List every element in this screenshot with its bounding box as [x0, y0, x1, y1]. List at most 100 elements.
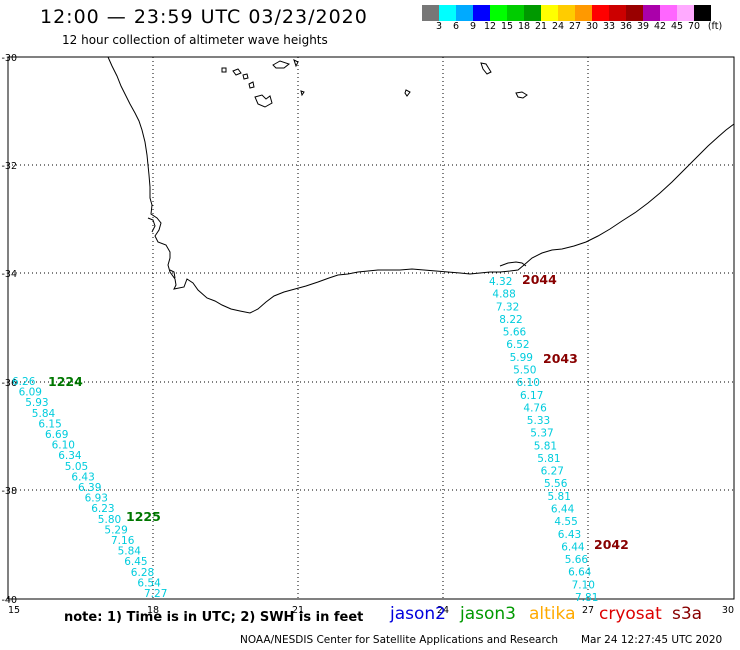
colorbar-swatch [660, 5, 677, 21]
x-tick-label: 15 [8, 605, 20, 616]
map-subtitle: 12 hour collection of altimeter wave hei… [62, 33, 328, 47]
wave-height-reading: 4.55 [554, 516, 577, 528]
wave-height-reading: 5.93 [25, 397, 48, 409]
pass-time-label: 2044 [522, 272, 557, 287]
colorbar-label: 33 [602, 21, 616, 32]
wave-height-reading: 7.32 [496, 301, 519, 313]
wave-height-reading: 5.33 [527, 415, 550, 427]
pass-time-label: 1225 [126, 509, 161, 524]
wave-height-reading: 4.88 [492, 289, 515, 301]
colorbar-swatch [575, 5, 592, 21]
wave-height-reading: 6.23 [91, 503, 114, 515]
wave-height-reading: 6.17 [520, 390, 543, 402]
wave-height-reading: 7.81 [575, 592, 598, 604]
colorbar-swatch [592, 5, 609, 21]
pass-time-label: 1224 [48, 374, 83, 389]
credit-line: NOAA/NESDIS Center for Satellite Applica… [240, 634, 558, 646]
colorbar-labels: 3 6 9 12 15 18 21 24 27 30 33 36 39 42 45 70 (ft) [422, 21, 740, 33]
y-tick-label: -40 [1, 595, 17, 606]
coastline-cape-peninsula [147, 217, 176, 279]
pass-time-labels: 1224 1225 2044 2043 2042 [48, 272, 629, 552]
colorbar-label: 12 [483, 21, 497, 32]
gridlines [8, 57, 734, 599]
colorbar-label: 70 [687, 21, 701, 32]
wave-height-reading: 6.54 [137, 577, 161, 589]
wave-height-reading: 6.28 [131, 567, 154, 579]
colorbar-swatch [473, 5, 490, 21]
colorbar-swatch [490, 5, 507, 21]
wave-height-reading: 6.52 [506, 339, 529, 351]
wave-height-reading: 6.09 [19, 387, 42, 399]
coastline-south-africa [107, 56, 735, 314]
colorbar-swatch [643, 5, 660, 21]
wave-height-reading: 5.81 [537, 453, 560, 465]
colorbar-swatch [558, 5, 575, 21]
wave-height-reading: 6.45 [124, 556, 147, 568]
colorbar-swatch [541, 5, 558, 21]
wave-height-reading: 5.81 [548, 491, 571, 503]
colorbar-swatch [422, 5, 439, 21]
wave-height-reading: 6.69 [45, 429, 68, 441]
colorbar-label: (ft) [707, 21, 723, 32]
colorbar-swatch [677, 5, 694, 21]
pass-time-label: 2043 [543, 351, 578, 366]
colorbar-label: 27 [568, 21, 582, 32]
wave-height-reading: 8.22 [499, 314, 522, 326]
colorbar-label: 36 [619, 21, 633, 32]
wave-height-reading: 6.44 [551, 504, 575, 516]
colorbar-label: 15 [500, 21, 514, 32]
legend-cryosat: cryosat [599, 604, 662, 624]
wave-height-reading: 6.15 [38, 418, 61, 430]
map-frame [7, 56, 735, 600]
x-tick-label: 27 [582, 605, 594, 616]
wave-height-reading: 6.26 [12, 376, 36, 388]
y-tick-label: -38 [1, 486, 17, 497]
wave-height-reading: 6.27 [541, 466, 564, 478]
x-tick-label: 30 [722, 605, 734, 616]
wave-height-reading: 7.16 [111, 535, 135, 547]
colorbar-label: 42 [653, 21, 667, 32]
colorbar-swatch [507, 5, 524, 21]
wave-height-reading: 7.10 [572, 579, 595, 591]
wave-height-reading: 6.34 [58, 450, 82, 462]
wave-height-reading: 6.43 [558, 529, 581, 541]
wave-height-reading: 5.84 [118, 546, 142, 558]
map-title: 12:00 — 23:59 UTC 03/23/2020 [40, 6, 368, 28]
colorbar-swatch [626, 5, 643, 21]
wave-height-reading: 5.80 [98, 514, 121, 526]
wave-height-readings: 6.266.095.935.846.156.696.106.345.056.43… [12, 276, 598, 604]
generated-timestamp: Mar 24 12:27:45 UTC 2020 [581, 634, 723, 646]
x-tick-label: 24 [437, 605, 449, 616]
wave-height-reading: 6.10 [517, 377, 540, 389]
wave-height-reading: 5.66 [565, 554, 589, 566]
coastline-port-elizabeth [499, 261, 527, 267]
wave-height-reading: 5.84 [32, 408, 56, 420]
wave-height-reading: 4.32 [489, 276, 512, 288]
wave-height-reading: 6.64 [568, 567, 592, 579]
axis-ticks: 15 18 21 24 27 30 -30 -32 -34 -36 -38 -40 [1, 53, 734, 616]
colorbar-swatch [694, 5, 711, 21]
legend-jason2: jason2 [390, 604, 446, 624]
wave-height-reading: 6.43 [71, 471, 94, 483]
y-tick-label: -36 [1, 378, 17, 389]
colorbar-swatch [456, 5, 473, 21]
y-tick-label: -30 [1, 53, 17, 64]
legend-s3a: s3a [672, 604, 703, 624]
wave-height-reading: 5.05 [65, 461, 88, 473]
wave-height-reading: 5.37 [530, 428, 553, 440]
colorbar-label: 21 [534, 21, 548, 32]
pass-time-label: 2042 [594, 537, 629, 552]
colorbar-swatch [524, 5, 541, 21]
wave-height-reading: 6.44 [561, 541, 585, 553]
colorbar-label: 30 [585, 21, 599, 32]
colorbar-label: 45 [670, 21, 684, 32]
wave-height-reading: 5.81 [534, 440, 557, 452]
x-tick-label: 21 [292, 605, 304, 616]
wave-height-reading: 6.39 [78, 482, 101, 494]
colorbar-swatch [439, 5, 456, 21]
wave-height-reading: 5.50 [513, 365, 536, 377]
colorbar-swatch [609, 5, 626, 21]
wave-height-colorbar [422, 5, 711, 21]
wave-height-reading: 6.10 [52, 440, 75, 452]
